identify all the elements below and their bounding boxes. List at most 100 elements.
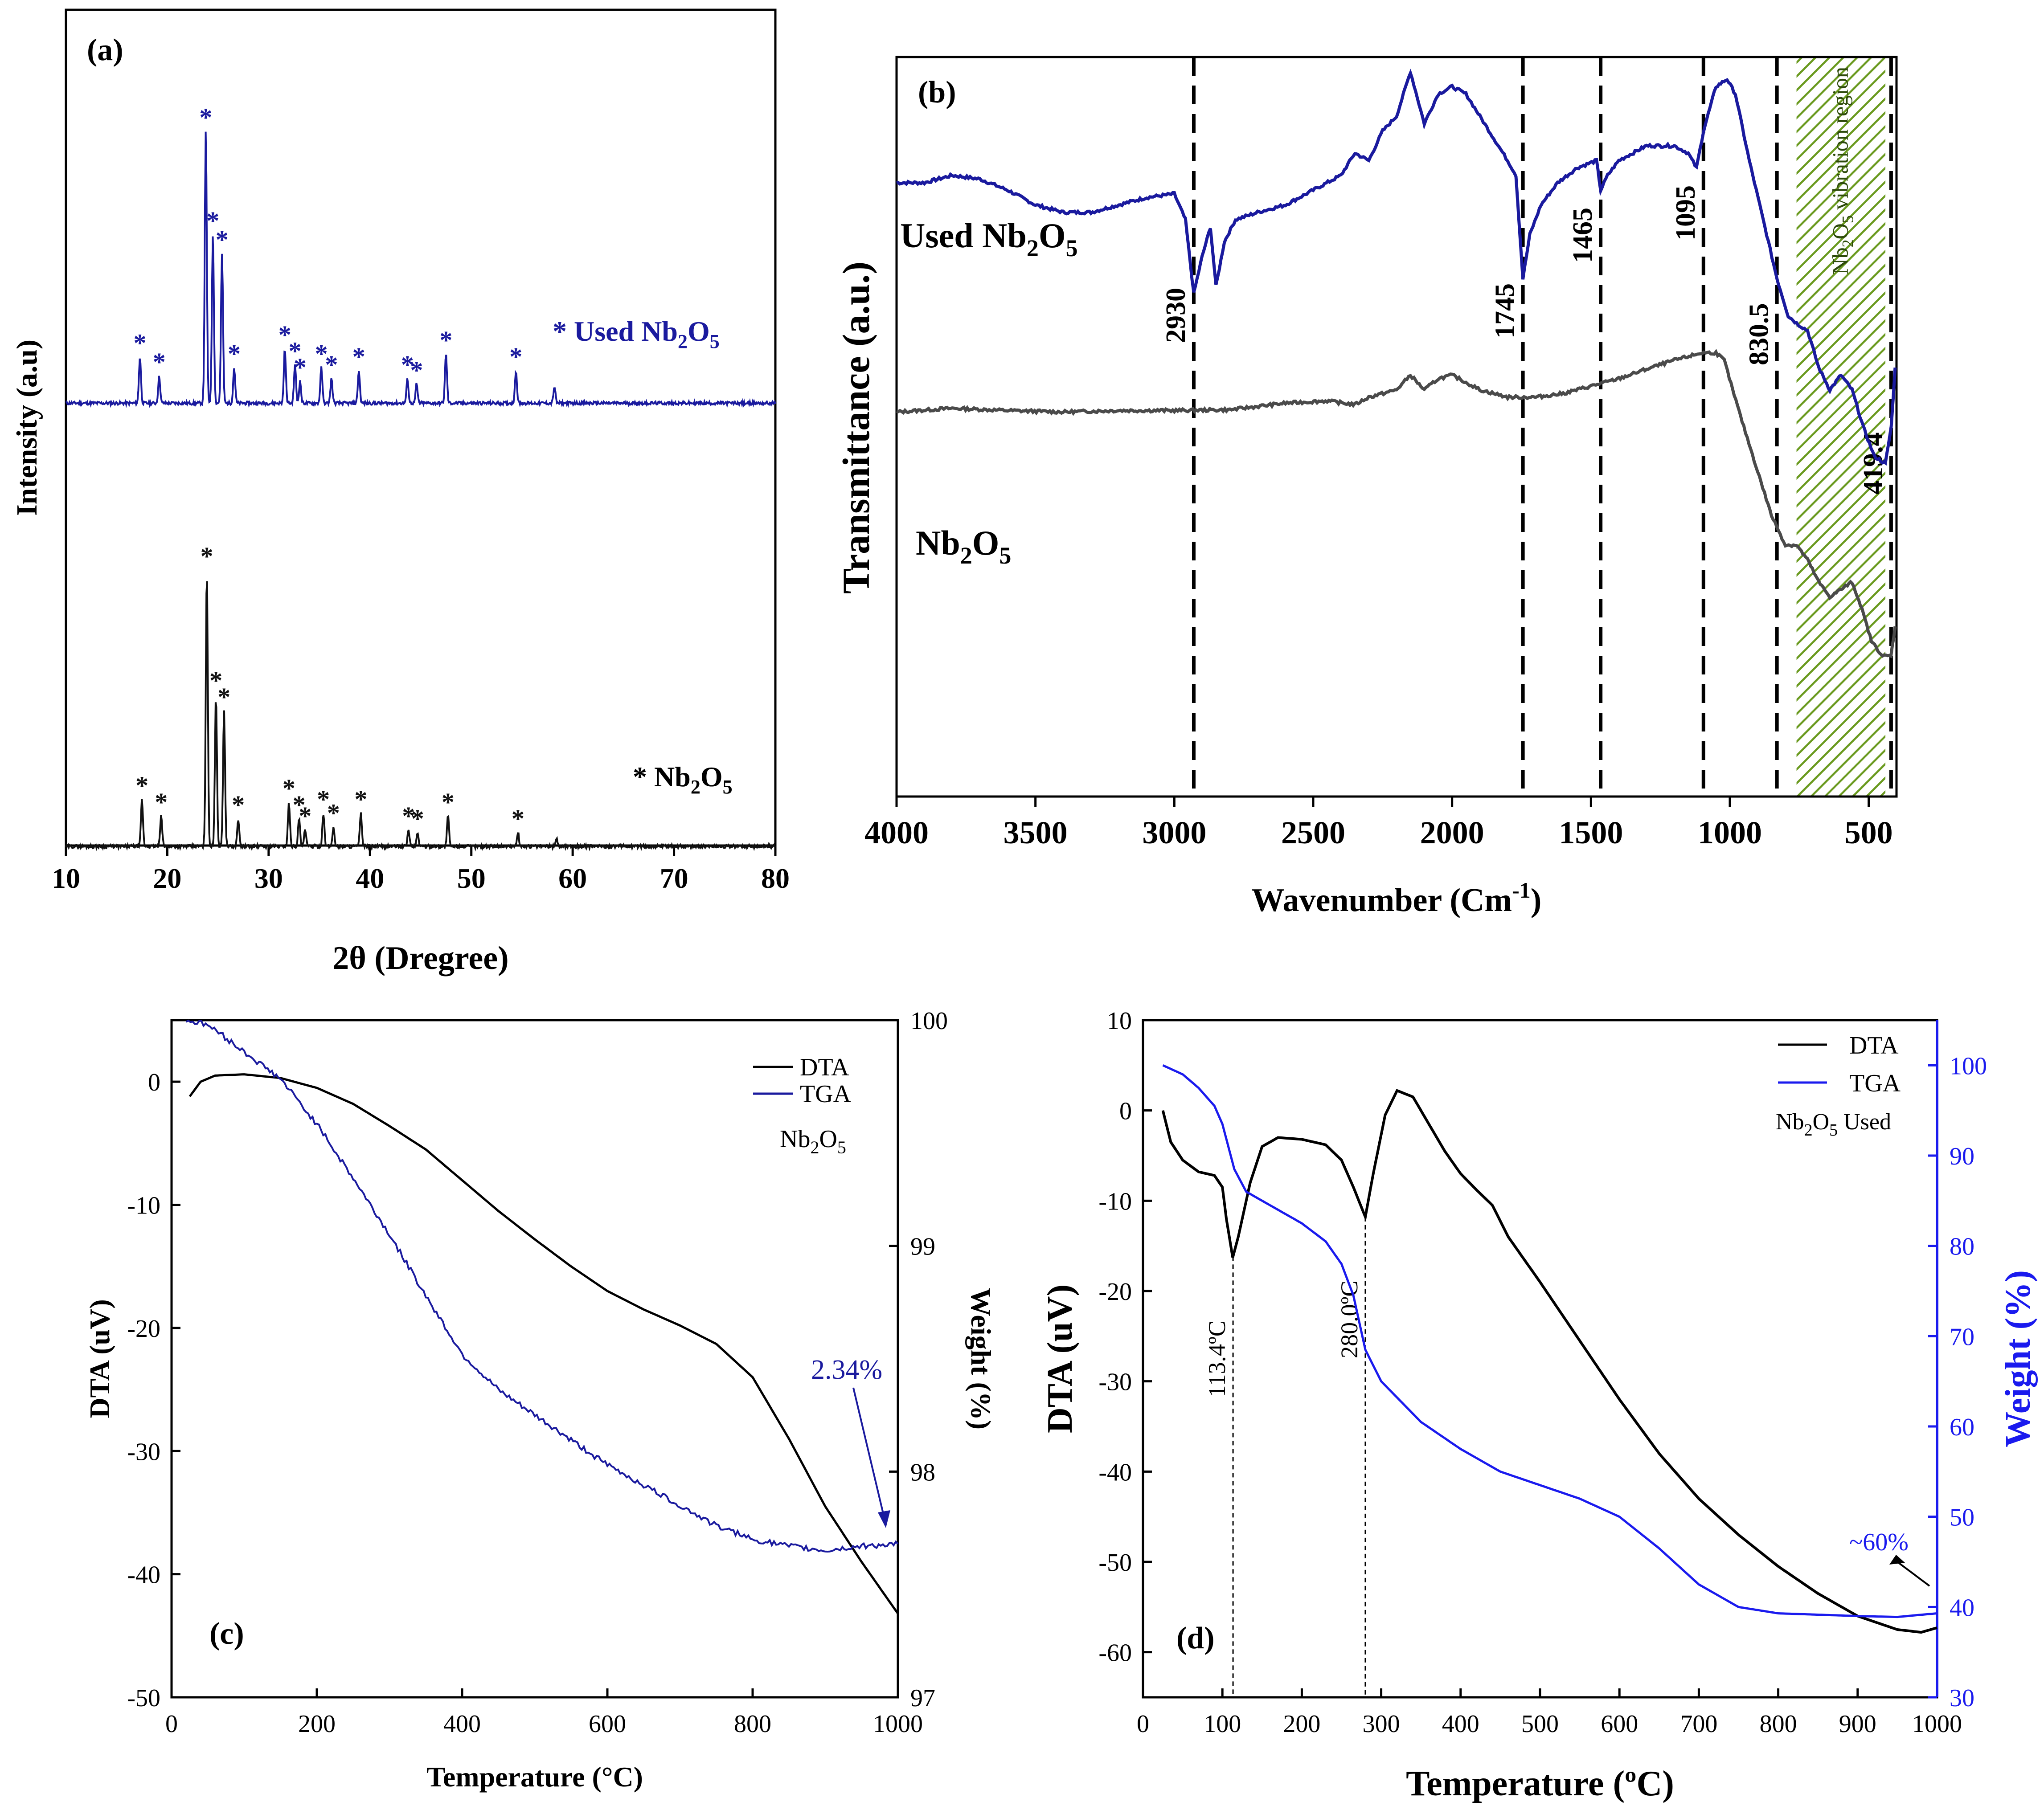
panel-d-y-tick-label: -50 <box>1098 1549 1132 1577</box>
panel-d-y2-tick-label: 100 <box>1950 1052 1987 1080</box>
panel-d-legend-dta: DTA <box>1849 1032 1899 1059</box>
panel-a-peak-star: * <box>327 799 340 828</box>
panel-c-x-tick-label: 400 <box>443 1710 481 1738</box>
panel-d-x-tick-label: 700 <box>1680 1710 1717 1738</box>
panel-c-annotation: 2.34% <box>811 1355 882 1385</box>
panel-c-y2-tick-label: 100 <box>910 1007 948 1035</box>
panel-a-peak-star: * <box>439 326 452 355</box>
panel-b-x-tick-label: 1000 <box>1698 815 1762 850</box>
panel-a-peak-star: * <box>325 350 338 379</box>
panel-d-y2-tick-label: 70 <box>1950 1323 1974 1351</box>
panel-b-series-fresh-line <box>896 349 1897 658</box>
panel-d-x-tick-label: 400 <box>1442 1710 1479 1738</box>
panel-a-x-tick-label: 10 <box>52 862 80 894</box>
panel-d-dta-line <box>1161 1089 1937 1634</box>
panel-c-y-tick-label: -50 <box>127 1684 160 1712</box>
panel-b-x-axis: 4000 3500 3000 2500 2000 1500 1000 500 <box>864 797 1893 850</box>
panel-c-label: (c) <box>209 1617 244 1651</box>
panel-b-x-tick-label: 2000 <box>1420 815 1484 850</box>
panel-d-x-tick-label: 600 <box>1601 1710 1638 1738</box>
panel-a-used-peak-markers: ********* ** * **** <box>134 103 523 384</box>
panel-a-peak-star: * <box>411 804 424 833</box>
panel-c-dta-line <box>188 1073 899 1614</box>
panel-a-x-tick-label: 70 <box>660 862 688 894</box>
panel-a-y-label: Intensity (a.u) <box>11 339 43 516</box>
panel-a-peak-star: * <box>135 771 148 800</box>
panel-d-y2-tick-label: 90 <box>1950 1143 1974 1170</box>
panel-a-x-tick-label: 60 <box>558 862 587 894</box>
panel-a-peak-star: * <box>294 353 307 382</box>
panel-a-peak-star: * <box>209 666 222 695</box>
panel-c-axes: 0 200 400 600 800 1000 -50 -40 -30 -20 -10 0 97 98 99 1… <box>127 1007 948 1738</box>
panel-d-label: (d) <box>1176 1621 1215 1655</box>
panel-a-peak-star: * <box>299 801 311 830</box>
panel-d-legend-tga: TGA <box>1849 1070 1901 1097</box>
panel-a-peak-star: * <box>512 804 524 833</box>
panel-a-legend-fresh: * Nb2O5 <box>633 761 733 798</box>
panel-a-peak-star: * <box>288 337 301 366</box>
panel-a-peak-star: * <box>217 682 230 711</box>
panel-a-series-used-line <box>65 131 776 408</box>
panel-b-region-label: Nb2O5 vibration region <box>1827 67 1856 274</box>
panel-c-x-tick-label: 1000 <box>873 1710 923 1738</box>
panel-c-y2-tick-label: 98 <box>910 1459 935 1486</box>
panel-a-peak-star: * <box>402 801 415 830</box>
panel-c-y-tick-label: -10 <box>127 1192 160 1220</box>
panel-a-peak-star: * <box>352 342 365 371</box>
panel-c-y2-tick-label: 99 <box>910 1233 935 1261</box>
panel-d-thermal: 0 100 200 300 400 500 600 700 800 900 1000-60-50-4… <box>1040 1007 2038 1803</box>
panel-a-x-axis: 10 20 30 40 50 60 70 80 <box>52 846 790 894</box>
panel-a-x-tick-label: 80 <box>761 862 790 894</box>
panel-b-label: (b) <box>918 75 956 110</box>
panel-d-annotation-arrow <box>1893 1558 1930 1587</box>
panel-c-x-label: Temperature (°C) <box>426 1761 643 1793</box>
panel-d-x-tick-label: 1000 <box>1912 1710 1962 1738</box>
panel-b-frame <box>895 56 1898 798</box>
panel-a-peak-star: * <box>279 320 291 349</box>
panel-c-x-tick-label: 200 <box>298 1710 336 1738</box>
panel-c-y2-tick-label: 97 <box>910 1684 935 1712</box>
panel-a-peak-star: * <box>354 785 367 814</box>
panel-c-x-tick-label: 600 <box>589 1710 626 1738</box>
panel-c-legend-tga: TGA <box>800 1080 852 1108</box>
panel-d-peak-label: 113.4ºC <box>1204 1320 1230 1397</box>
panel-b-label-used: Used Nb2O5 <box>900 216 1078 262</box>
panel-d-y-tick-label: 0 <box>1119 1098 1132 1125</box>
panel-d-sample-label: Nb2O5 Used <box>1776 1109 1891 1140</box>
panel-b-band-label: 2930 <box>1161 288 1191 343</box>
panel-b-x-tick-label: 2500 <box>1281 815 1345 850</box>
panel-c-frame <box>170 1019 899 1699</box>
panel-d-axes: 0 100 200 300 400 500 600 700 800 900 1000-60-50-4… <box>1098 1007 1987 1738</box>
panel-c-annotation-arrow <box>852 1387 885 1520</box>
panel-a-frame <box>65 8 777 847</box>
panel-a-peak-star: * <box>442 788 455 817</box>
panel-d-y-tick-label: -10 <box>1098 1188 1132 1215</box>
panel-d-x-tick-label: 300 <box>1363 1710 1400 1738</box>
panel-c-x-tick-label: 800 <box>734 1710 771 1738</box>
panel-a-peak-star: * <box>153 347 166 376</box>
panel-a-peak-star: * <box>509 342 522 371</box>
panel-a-peak-star: * <box>216 225 229 254</box>
panel-d-y2-tick-label: 50 <box>1950 1504 1974 1532</box>
panel-b-band-label: 1745 <box>1490 283 1520 339</box>
panel-a-peak-star: * <box>201 542 213 571</box>
panel-d-y-tick-label: -60 <box>1098 1639 1132 1667</box>
panel-a-peak-star: * <box>410 355 423 384</box>
panel-c-sample-label: Nb2O5 <box>780 1125 846 1157</box>
panel-a-peak-star: * <box>232 790 245 819</box>
panel-a-fresh-peak-markers: *********** ***** <box>135 542 524 833</box>
panel-c-x-tick-label: 0 <box>165 1710 178 1738</box>
panel-a-series-fresh-line <box>65 581 776 852</box>
panel-d-x-tick-label: 900 <box>1839 1710 1876 1738</box>
panel-d-y-label: DTA (uV) <box>1040 1284 1080 1433</box>
panel-d-tga-line <box>1162 1064 1937 1618</box>
panel-b-label-fresh: Nb2O5 <box>916 523 1011 569</box>
panel-c-y-tick-label: -40 <box>127 1561 160 1589</box>
panel-a-peak-star: * <box>206 206 219 235</box>
panel-d-y2-tick-label: 80 <box>1950 1233 1974 1261</box>
panel-a-peak-star: * <box>317 785 330 814</box>
